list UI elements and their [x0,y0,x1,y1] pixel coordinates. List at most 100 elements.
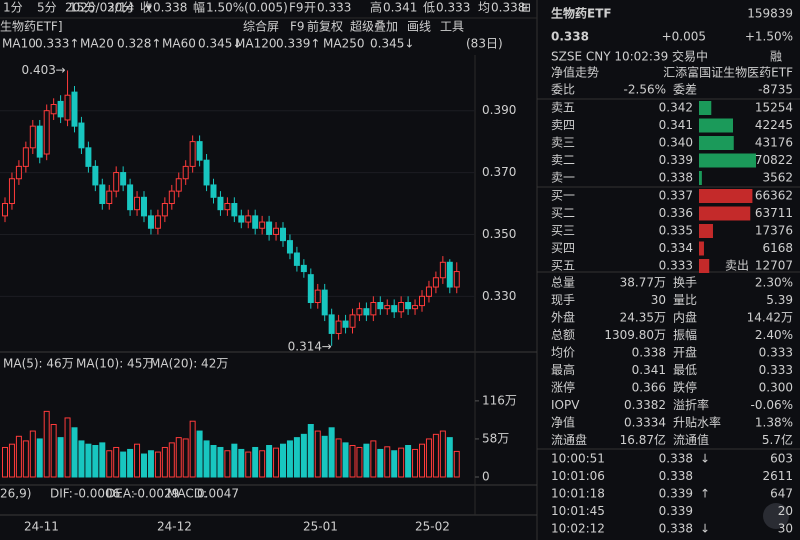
book-volume: 12707 [755,259,793,273]
book-bar [699,241,704,256]
scroll-button[interactable] [763,503,789,529]
quote-label: 均 [478,1,490,15]
candle-body [377,302,384,310]
menu-item[interactable]: 前复权 [307,19,343,34]
book-price: 0.342 [659,101,693,115]
stat-value: 0.333 [759,346,793,360]
tick-volume: 647 [770,487,793,501]
stat-value: 0.333 [759,363,793,377]
menu-item[interactable]: 画线 [407,20,431,34]
candle-body [286,240,293,254]
ma-value: 0.345↓ [370,37,414,51]
volume-bar [161,446,168,478]
menu-item[interactable]: 超级叠加 [350,19,398,34]
book-label: 买四 [551,241,575,255]
candle-body [36,125,43,158]
period-tab[interactable]: 1分 [3,1,23,15]
candle-body [175,178,182,192]
book-label: 买一 [551,189,575,203]
book-volume: 63711 [755,206,793,220]
volume-bar [15,435,22,478]
quote-label: 幅 [193,0,205,15]
volume-bar [432,433,439,478]
menu-item[interactable]: 综合屏 [243,19,279,34]
tick-price: 0.338 [659,522,693,536]
volume-bar [189,420,196,478]
volume-bar [342,442,349,478]
candle-body [15,165,22,180]
y-tick-label: 0.350 [482,227,516,241]
candle-body [307,274,314,303]
tick-time: 10:01:45 [551,504,605,518]
stat-label: 开盘 [673,345,697,360]
volume-bar [314,430,321,478]
settings-icon[interactable]: ⊞ [521,1,531,15]
stat-label: 量比 [673,293,697,307]
tick-price: 0.339 [659,487,693,501]
book-bar [699,136,734,150]
nav-link[interactable]: 净值走势 [551,65,599,80]
dropdown-icon[interactable]: ▾ [146,1,152,15]
stat-label: 内盘 [673,310,697,325]
macd-value: -0.0029 [133,487,179,501]
stat-label: 流通盘 [551,432,587,447]
stat-label: 净值 [551,415,575,430]
candle-body [2,203,8,217]
stat-label: 换手 [673,276,697,290]
menu-item[interactable]: F9 [290,20,305,34]
book-volume: 3562 [762,171,793,185]
volume-bar [182,438,189,478]
tick-arrow: ↓ [700,452,710,466]
security-code: 159839 [747,7,793,21]
quote-value: 0.333 [436,1,470,15]
volume-bar [64,417,71,478]
book-volume: 66362 [755,189,793,203]
candle-body [439,261,446,279]
tick-time: 10:01:06 [551,469,605,483]
quote-label: 高 [370,0,382,15]
stat-value: 1309.80万 [604,328,666,342]
volume-bar [384,446,391,478]
ma-value: 0.345↓ [198,37,242,51]
sell-button[interactable]: 卖出 [725,259,749,273]
volume-legend: MA(10): 45万 [76,357,154,371]
stat-value: 16.87亿 [620,432,666,447]
volume-bar [273,447,280,478]
volume-bar [245,451,252,478]
stat-value: 0.3334 [624,416,666,430]
candle-body [141,196,147,217]
candle-body [189,141,196,167]
period-tab[interactable]: 15分 [69,1,96,15]
book-bar [699,206,751,221]
menu-item[interactable]: 工具 [440,20,464,34]
candle-body [453,271,460,288]
diff-label: 委差 [673,83,697,97]
candle-body [370,302,377,316]
book-price: 0.334 [659,241,693,255]
book-label: 卖四 [551,118,575,132]
tick-volume: 30 [778,522,793,536]
volume-bar [425,438,432,478]
stat-value: 38.77万 [620,276,666,290]
stat-value: -0.06% [751,398,793,412]
diff-value: -8735 [758,83,793,97]
volume-bar [210,445,217,478]
candle-body [419,295,425,307]
candle-body [161,203,168,217]
tick-volume: 2611 [762,469,793,483]
quote-value: 0.333 [317,1,351,15]
volume-bar [36,438,43,478]
candle-body [217,196,224,211]
f9-button[interactable]: F9 [289,1,304,15]
period-tab[interactable]: 30分 [107,1,134,15]
period-tab[interactable]: 5分 [37,1,57,15]
volume-bar [168,442,175,478]
stat-value: 5.7亿 [762,432,793,447]
volume-bar [335,438,342,478]
stat-label: 总额 [551,328,575,342]
stat-label: 均价 [551,346,575,360]
book-volume: 43176 [755,136,793,150]
x-tick-label: 25-01 [303,520,338,534]
candle-body [391,305,398,313]
